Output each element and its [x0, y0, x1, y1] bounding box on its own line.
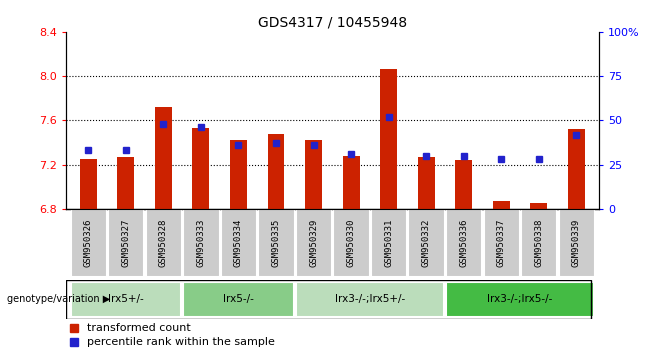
Bar: [80, 159, 97, 209]
Bar: [296, 209, 331, 276]
Bar: [70, 282, 181, 316]
Bar: [221, 209, 256, 276]
Text: GSM950329: GSM950329: [309, 218, 318, 267]
Bar: [155, 107, 172, 209]
Bar: [455, 160, 472, 209]
Bar: [371, 209, 406, 276]
Text: GSM950339: GSM950339: [572, 218, 581, 267]
Bar: [343, 156, 359, 209]
Text: GSM950337: GSM950337: [497, 218, 506, 267]
Bar: [409, 209, 443, 276]
Bar: [268, 133, 284, 209]
Text: lrx3-/-;lrx5+/-: lrx3-/-;lrx5+/-: [335, 294, 405, 304]
Bar: [334, 209, 368, 276]
Text: GSM950333: GSM950333: [197, 218, 205, 267]
Bar: [146, 209, 181, 276]
Text: GSM950328: GSM950328: [159, 218, 168, 267]
Bar: [484, 209, 519, 276]
Text: percentile rank within the sample: percentile rank within the sample: [87, 337, 275, 348]
Text: lrx5-/-: lrx5-/-: [223, 294, 254, 304]
Text: GSM950331: GSM950331: [384, 218, 393, 267]
Bar: [230, 140, 247, 209]
Text: transformed count: transformed count: [87, 322, 191, 332]
Text: genotype/variation ▶: genotype/variation ▶: [7, 294, 110, 304]
Bar: [296, 282, 443, 316]
Text: GSM950327: GSM950327: [121, 218, 130, 267]
Title: GDS4317 / 10455948: GDS4317 / 10455948: [258, 15, 407, 29]
Bar: [418, 157, 434, 209]
Bar: [446, 282, 594, 316]
Bar: [521, 209, 557, 276]
Bar: [446, 209, 481, 276]
Text: GSM950334: GSM950334: [234, 218, 243, 267]
Bar: [117, 157, 134, 209]
Bar: [559, 209, 594, 276]
Bar: [193, 128, 209, 209]
Bar: [108, 209, 143, 276]
Bar: [380, 69, 397, 209]
Bar: [259, 209, 293, 276]
Bar: [305, 140, 322, 209]
Bar: [568, 129, 585, 209]
Bar: [70, 209, 106, 276]
Text: GSM950335: GSM950335: [272, 218, 280, 267]
Text: GSM950326: GSM950326: [84, 218, 93, 267]
Bar: [184, 282, 293, 316]
Text: GSM950338: GSM950338: [534, 218, 544, 267]
Text: GSM950336: GSM950336: [459, 218, 468, 267]
Text: GSM950332: GSM950332: [422, 218, 430, 267]
Bar: [184, 209, 218, 276]
Text: GSM950330: GSM950330: [347, 218, 355, 267]
Bar: [530, 203, 547, 209]
Bar: [493, 201, 510, 209]
Text: lrx5+/-: lrx5+/-: [108, 294, 143, 304]
Text: lrx3-/-;lrx5-/-: lrx3-/-;lrx5-/-: [488, 294, 553, 304]
